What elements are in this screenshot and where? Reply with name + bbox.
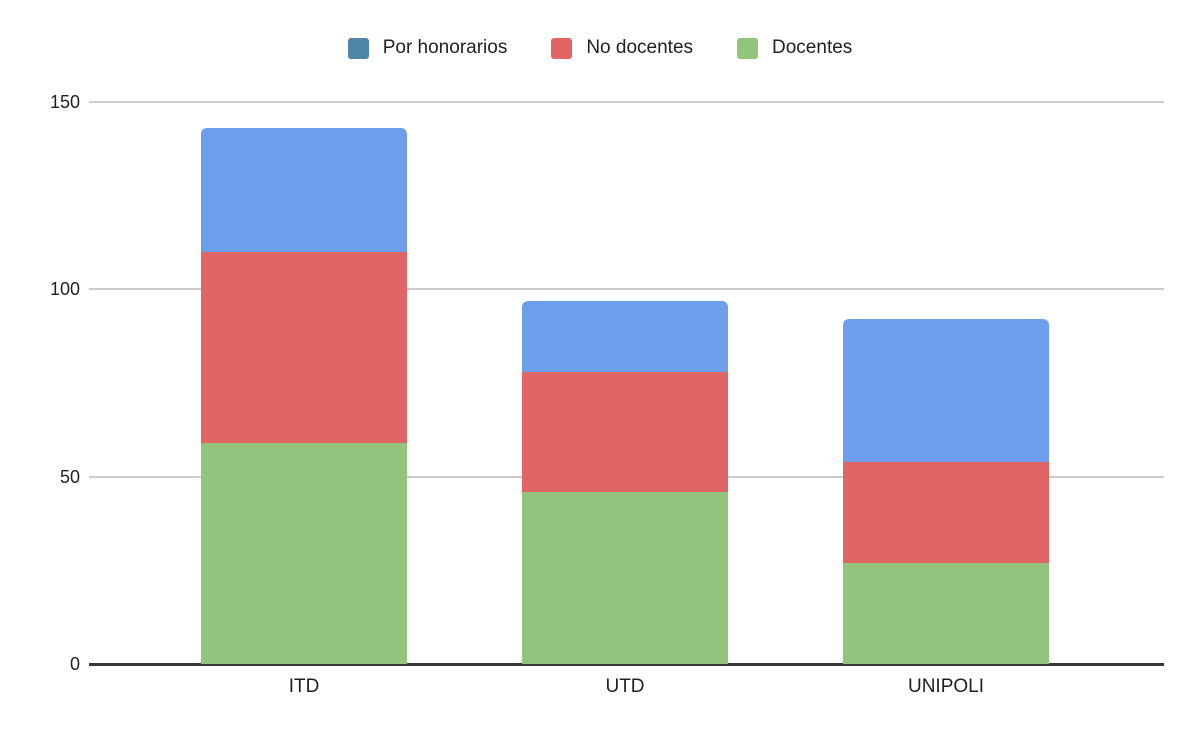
x-axis-label-itd: ITD: [288, 676, 320, 697]
gridline-150: [89, 101, 1164, 103]
bar-unipoli-por-honorarios[interactable]: [843, 319, 1049, 462]
bar-unipoli-docentes[interactable]: [843, 562, 1049, 664]
bar-utd-docentes[interactable]: [522, 491, 728, 664]
bar-itd-docentes[interactable]: [201, 442, 407, 664]
gridline-100: [89, 288, 1164, 291]
bar-utd-por-honorarios[interactable]: [522, 300, 728, 372]
x-axis-label-unipoli: UNIPOLI: [907, 676, 985, 697]
bar-unipoli-no-docentes[interactable]: [843, 461, 1049, 563]
y-tick-label-100: 100: [49, 279, 80, 300]
y-tick-label-50: 50: [59, 466, 80, 487]
bar-utd-no-docentes[interactable]: [522, 371, 728, 492]
bar-itd-no-docentes[interactable]: [201, 251, 407, 443]
bar-itd-por-honorarios[interactable]: [201, 128, 407, 252]
y-tick-label-0: 0: [69, 654, 80, 674]
legend-label: No docentes: [586, 37, 694, 58]
chart-legend: Por honorarios No docentes Docentes: [0, 37, 1200, 59]
legend-swatch-no-docentes: [551, 37, 573, 59]
x-axis-label-utd: UTD: [605, 676, 645, 697]
legend-label: Docentes: [772, 37, 853, 58]
x-axis-line: [89, 663, 1164, 666]
legend-item-por-honorarios: Por honorarios: [347, 37, 508, 59]
legend-item-docentes: Docentes: [737, 37, 852, 59]
legend-item-no-docentes: No docentes: [551, 37, 693, 59]
legend-swatch-por-honorarios: [347, 37, 369, 59]
legend-label: Por honorarios: [382, 37, 508, 58]
y-tick-label-150: 150: [49, 92, 80, 112]
legend-swatch-docentes: [737, 37, 759, 59]
